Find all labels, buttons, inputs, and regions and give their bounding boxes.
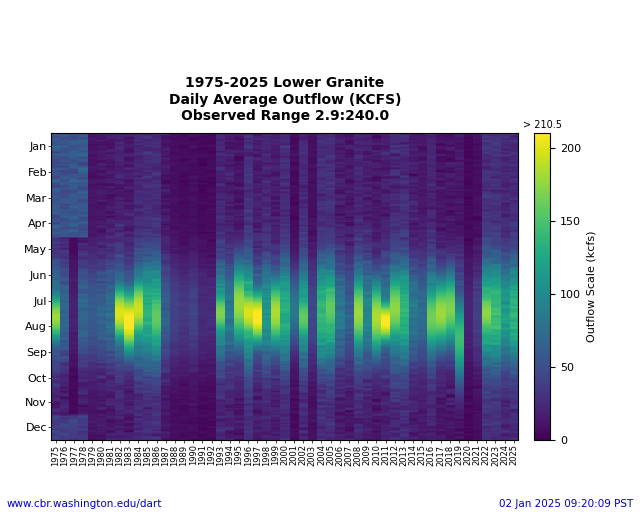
Text: www.cbr.washington.edu/dart: www.cbr.washington.edu/dart: [6, 499, 162, 509]
Text: 1975-2025 Lower Granite
Daily Average Outflow (KCFS)
Observed Range 2.9:240.0: 1975-2025 Lower Granite Daily Average Ou…: [168, 76, 401, 123]
Text: 02 Jan 2025 09:20:09 PST: 02 Jan 2025 09:20:09 PST: [499, 499, 634, 509]
Text: > 210.5: > 210.5: [523, 120, 562, 130]
Y-axis label: Outflow Scale (kcfs): Outflow Scale (kcfs): [587, 231, 597, 343]
